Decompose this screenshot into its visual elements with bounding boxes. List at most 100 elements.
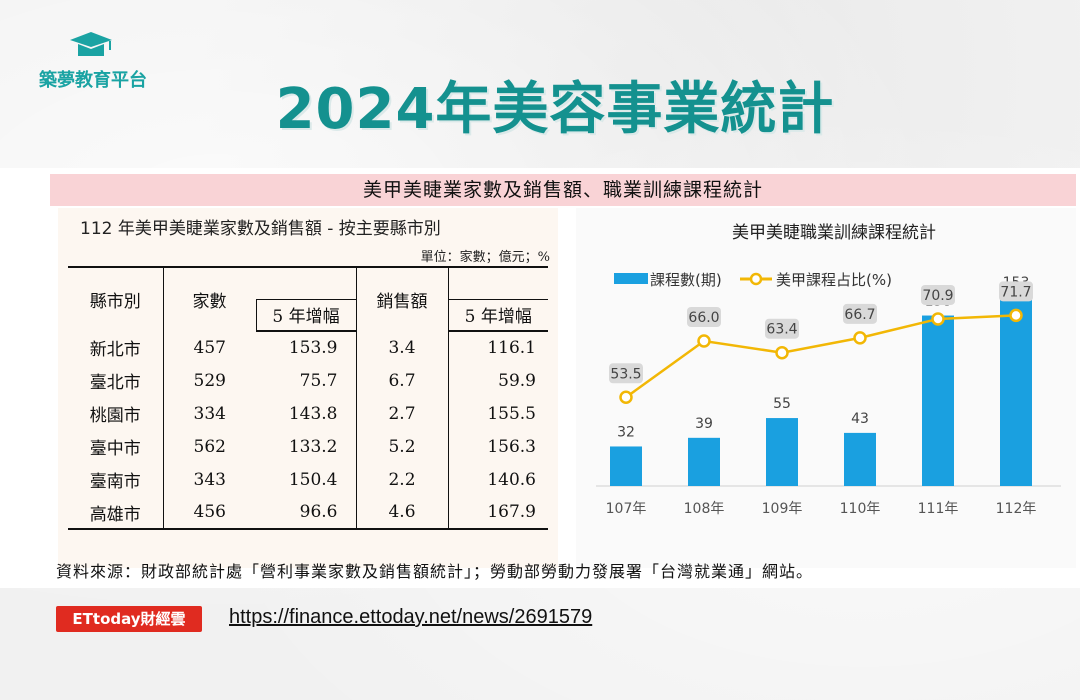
line-label-bg-2 xyxy=(765,318,799,339)
brand-name: 築夢教育平台 xyxy=(39,70,147,91)
table-cell: 456 xyxy=(162,496,256,530)
line-label-bg-1 xyxy=(687,307,721,327)
table-cell: 59.9 xyxy=(447,364,548,397)
content-panel: 美甲美睫業家數及銷售額、職業訓練課程統計 112 年美甲美睫業家數及銷售額 - … xyxy=(0,168,1080,588)
bar-4 xyxy=(922,315,954,486)
graduation-cap-icon xyxy=(70,32,112,56)
table-header-spacer xyxy=(447,266,548,299)
table-cell: 臺南市 xyxy=(89,472,141,492)
table-cell: 116.1 xyxy=(447,331,548,364)
bar-label-0: 32 xyxy=(617,424,635,440)
line-label-0: 53.5 xyxy=(610,366,641,382)
ettoday-logo: ETtoday財經雲 xyxy=(56,606,202,632)
table-header-spacer xyxy=(256,266,356,299)
table-cell: 562 xyxy=(162,430,256,463)
table-cell: 156.3 xyxy=(447,430,548,463)
x-tick-label-1: 108年 xyxy=(684,501,725,517)
x-tick-label-0: 107年 xyxy=(606,501,647,517)
bar-3 xyxy=(844,432,876,486)
line-label-bg-0 xyxy=(609,363,643,384)
line-point-1 xyxy=(697,334,711,348)
table-cell: 臺北市 xyxy=(89,373,141,393)
line-label-2: 63.4 xyxy=(766,322,797,338)
chart-block: 美甲美睫職業訓練課程統計課程數(期) 美甲課程占比(%) 32 107年 39 108年 5… xyxy=(576,208,1076,568)
table-header-cell: 5 年增幅 xyxy=(447,298,548,332)
table-header-cell: 家數 xyxy=(162,266,256,331)
table-title: 112 年美甲美睫業家數及銷售額 - 按主要縣市別 xyxy=(80,219,441,239)
table-cell: 2.7 xyxy=(355,397,448,430)
line-label-bg-3 xyxy=(843,303,877,324)
line-point-0 xyxy=(619,390,633,404)
legend-line-label: 美甲課程占比(%) xyxy=(776,271,892,289)
table-row: 臺南市 343 150.4 2.2 140.6 xyxy=(68,463,548,496)
table-row: 桃園市 334 143.8 2.7 155.5 xyxy=(68,397,548,430)
x-tick-label-2: 109年 xyxy=(762,501,803,517)
table-cell: 140.6 xyxy=(447,463,548,496)
table-cell: 155.5 xyxy=(447,397,548,430)
table-header-row: 5 年增幅 5 年增幅 xyxy=(68,298,548,332)
table-cell: 150.4 xyxy=(288,469,338,490)
table-cell: 343 xyxy=(162,463,256,496)
x-tick-label-4: 111年 xyxy=(918,501,959,517)
legend-bar-label: 課程數(期) xyxy=(650,271,722,289)
x-tick-label-5: 112年 xyxy=(996,501,1037,517)
table-header-cell: 銷售額 xyxy=(355,266,448,331)
chart-title: 美甲美睫職業訓練課程統計 xyxy=(732,223,936,243)
line-label-5: 71.7 xyxy=(1000,284,1031,300)
table-body: 新北市 457 153.9 3.4 116.1 臺北市 529 75.7 6.7 59.9 桃園市 3… xyxy=(68,331,548,530)
table-cell: 529 xyxy=(162,364,256,397)
source-note: 資料來源：財政部統計處「營利事業家數及銷售額統計」；勞動部勞動力發展署「台灣就業… xyxy=(56,562,814,581)
table-cell: 153.9 xyxy=(288,338,338,358)
line-series xyxy=(625,314,1017,399)
table-header-cell: 5 年增幅 xyxy=(255,298,356,332)
table-row: 臺中市 562 133.2 5.2 156.3 xyxy=(68,430,548,463)
table-cell: 167.9 xyxy=(447,496,548,530)
table-cell: 96.6 xyxy=(256,496,356,530)
table-cell: 高雄市 xyxy=(68,496,163,530)
page-title: 2024年美容事業統計 xyxy=(275,77,835,142)
table-cell: 2.2 xyxy=(355,463,448,496)
bar-0 xyxy=(610,446,642,486)
bar-label-2: 55 xyxy=(773,396,791,412)
line-point-5 xyxy=(1009,308,1023,323)
line-point-2 xyxy=(775,345,789,360)
table-block: 112 年美甲美睫業家數及銷售額 - 按主要縣市別 單位：家數；億元；% 縣市別… xyxy=(58,208,558,568)
line-label-bg-5 xyxy=(999,281,1033,302)
table-cell: 3.4 xyxy=(355,331,448,364)
line-label-bg-4 xyxy=(921,284,955,305)
bar-2 xyxy=(766,418,798,486)
table-cell: 新北市 xyxy=(89,340,141,360)
legend-line-marker xyxy=(749,272,763,286)
table-cell: 457 xyxy=(162,331,256,364)
legend-bar-swatch xyxy=(614,273,648,284)
bar-label-3: 43 xyxy=(851,411,869,427)
table-cell: 6.7 xyxy=(355,364,448,397)
line-label-4: 70.9 xyxy=(922,288,953,304)
x-tick-label-3: 110年 xyxy=(840,501,881,517)
table-unit: 單位：家數；億元；% xyxy=(420,250,550,265)
table-cell: 桃園市 xyxy=(89,406,141,426)
table-cell: 臺中市 xyxy=(89,439,141,459)
table-cell: 133.2 xyxy=(288,436,338,457)
line-label-1: 66.0 xyxy=(688,310,719,326)
line-label-3: 66.7 xyxy=(844,307,875,323)
table-row: 臺北市 529 75.7 6.7 59.9 xyxy=(68,364,548,397)
table-cell: 75.7 xyxy=(299,370,338,391)
source-link[interactable]: https://finance.ettoday.net/news/2691579 xyxy=(229,606,593,628)
table-row: 高雄市 456 96.6 4.6 167.9 xyxy=(68,496,548,530)
data-table: 縣市別 家數 銷售額 5 年增幅 5 年增幅 新北市 457 153.9 3.4 116… xyxy=(68,266,548,530)
table-header-cell: 縣市別 xyxy=(68,266,163,331)
bar-label-1: 39 xyxy=(695,416,713,432)
bar-5 xyxy=(1000,297,1032,486)
line-point-4 xyxy=(931,312,945,326)
table-cell: 4.6 xyxy=(355,496,448,530)
line-point-3 xyxy=(853,331,867,345)
table-row: 新北市 457 153.9 3.4 116.1 xyxy=(68,331,548,364)
brand-logo: 築夢教育平台 xyxy=(28,32,158,92)
table-cell: 5.2 xyxy=(355,430,448,463)
table-cell: 143.8 xyxy=(288,403,338,424)
bar-1 xyxy=(688,437,720,486)
section-banner: 美甲美睫業家數及銷售額、職業訓練課程統計 xyxy=(50,174,1076,206)
table-header-row: 縣市別 家數 銷售額 xyxy=(68,266,548,331)
